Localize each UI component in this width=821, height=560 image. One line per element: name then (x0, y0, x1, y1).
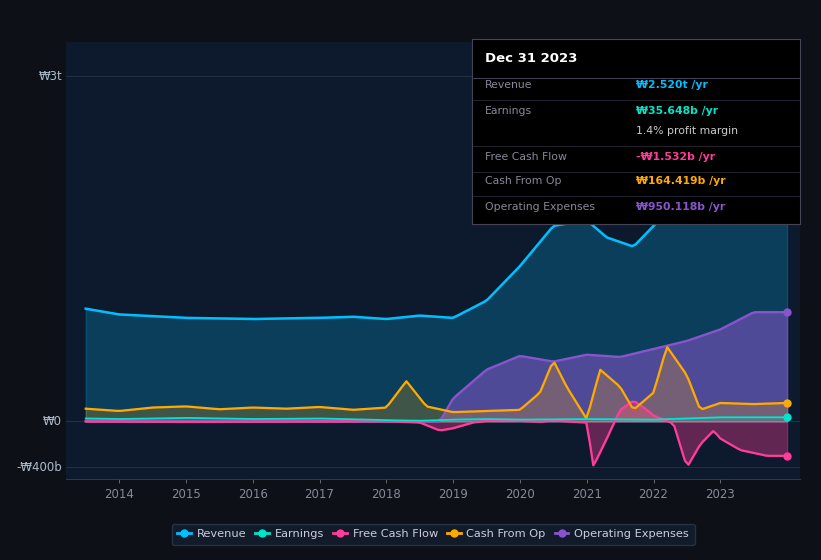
Text: ₩950.118b /yr: ₩950.118b /yr (636, 202, 726, 212)
Text: ₩164.419b /yr: ₩164.419b /yr (636, 176, 726, 186)
Text: Operating Expenses: Operating Expenses (485, 202, 595, 212)
Text: Cash From Op: Cash From Op (485, 176, 562, 186)
Text: ₩3t: ₩3t (39, 70, 62, 83)
Text: Dec 31 2023: Dec 31 2023 (485, 52, 578, 65)
Text: ₩0: ₩0 (43, 415, 62, 428)
Text: Free Cash Flow: Free Cash Flow (485, 152, 567, 162)
Text: Earnings: Earnings (485, 106, 532, 116)
Text: -₩400b: -₩400b (16, 461, 62, 474)
Text: -₩1.532b /yr: -₩1.532b /yr (636, 152, 715, 162)
Text: Revenue: Revenue (485, 80, 533, 90)
Text: ₩35.648b /yr: ₩35.648b /yr (636, 106, 718, 116)
Legend: Revenue, Earnings, Free Cash Flow, Cash From Op, Operating Expenses: Revenue, Earnings, Free Cash Flow, Cash … (172, 524, 695, 545)
Text: 1.4% profit margin: 1.4% profit margin (636, 126, 738, 136)
Text: ₩2.520t /yr: ₩2.520t /yr (636, 80, 709, 90)
